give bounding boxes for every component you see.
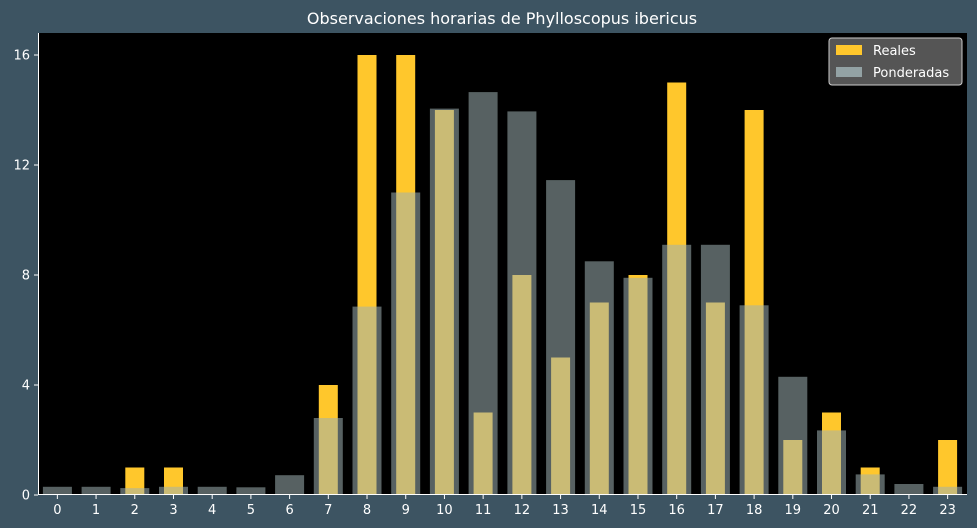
bar-ponderadas-3 [159, 486, 188, 496]
legend-label-reales: Reales [873, 44, 916, 59]
legend: Reales Ponderadas [828, 37, 963, 86]
x-tick-label-9: 9 [402, 503, 410, 518]
bar-ponderadas-12 [507, 111, 537, 496]
bar-ponderadas-10 [429, 108, 459, 495]
bar-ponderadas-22 [894, 484, 924, 495]
x-tick-label-18: 18 [746, 503, 763, 518]
x-tick-label-16: 16 [668, 503, 685, 518]
y-tick-label-0: 0 [22, 489, 30, 504]
bar-ponderadas-11 [468, 92, 498, 495]
x-tick-label-10: 10 [436, 503, 453, 518]
x-axis: 0 1 2 3 4 5 6 7 8 9 10 11 12 13 14 15 16 17 18 19 20 21 22 23 [53, 495, 956, 518]
x-tick-label-20: 20 [823, 503, 840, 518]
bar-ponderadas-6 [275, 475, 305, 495]
legend-swatch-ponderadas [836, 67, 862, 77]
series-ponderadas [42, 92, 963, 496]
x-tick-label-4: 4 [208, 503, 216, 518]
x-tick-label-22: 22 [901, 503, 918, 518]
chart-title: Observaciones horarias de Phylloscopus i… [307, 9, 697, 28]
bar-ponderadas-19 [778, 376, 808, 496]
bar-ponderadas-7 [313, 418, 343, 495]
x-tick-label-7: 7 [324, 503, 332, 518]
bar-ponderadas-15 [623, 277, 653, 496]
bar-ponderadas-17 [700, 244, 730, 495]
bar-ponderadas-23 [933, 486, 963, 496]
bar-ponderadas-5 [236, 487, 266, 495]
legend-swatch-reales [836, 45, 862, 55]
x-tick-label-19: 19 [785, 503, 802, 518]
y-tick-label-12: 12 [13, 159, 30, 174]
x-tick-label-6: 6 [285, 503, 293, 518]
x-tick-label-15: 15 [630, 503, 647, 518]
bar-ponderadas-1 [81, 486, 111, 496]
x-tick-label-0: 0 [53, 503, 61, 518]
bar-ponderadas-0 [42, 486, 72, 496]
x-tick-label-2: 2 [131, 503, 139, 518]
bar-ponderadas-20 [817, 430, 846, 495]
legend-box [828, 37, 963, 86]
x-tick-label-14: 14 [591, 503, 608, 518]
bar-ponderadas-14 [584, 261, 614, 496]
bar-ponderadas-4 [197, 486, 227, 496]
x-tick-label-12: 12 [514, 503, 531, 518]
bar-reales-23 [938, 440, 958, 495]
bar-ponderadas-18 [739, 305, 769, 496]
bar-ponderadas-16 [662, 244, 692, 495]
x-tick-label-5: 5 [247, 503, 255, 518]
x-tick-label-13: 13 [552, 503, 569, 518]
legend-label-ponderadas: Ponderadas [873, 66, 949, 81]
y-axis: 0 4 8 12 16 [13, 49, 38, 504]
y-tick-label-16: 16 [13, 49, 30, 64]
bar-ponderadas-21 [855, 474, 885, 495]
bar-ponderadas-13 [546, 180, 576, 495]
x-tick-label-21: 21 [862, 503, 879, 518]
x-tick-label-3: 3 [169, 503, 177, 518]
x-tick-label-11: 11 [475, 503, 492, 518]
plot-area [38, 33, 967, 495]
y-tick-label-4: 4 [22, 379, 30, 394]
x-tick-label-23: 23 [939, 503, 956, 518]
bar-ponderadas-2 [120, 488, 150, 495]
x-tick-label-1: 1 [92, 503, 100, 518]
bar-ponderadas-9 [391, 192, 421, 495]
bar-ponderadas-8 [352, 306, 382, 495]
y-tick-label-8: 8 [22, 269, 30, 284]
x-tick-label-8: 8 [363, 503, 371, 518]
x-tick-label-17: 17 [707, 503, 724, 518]
